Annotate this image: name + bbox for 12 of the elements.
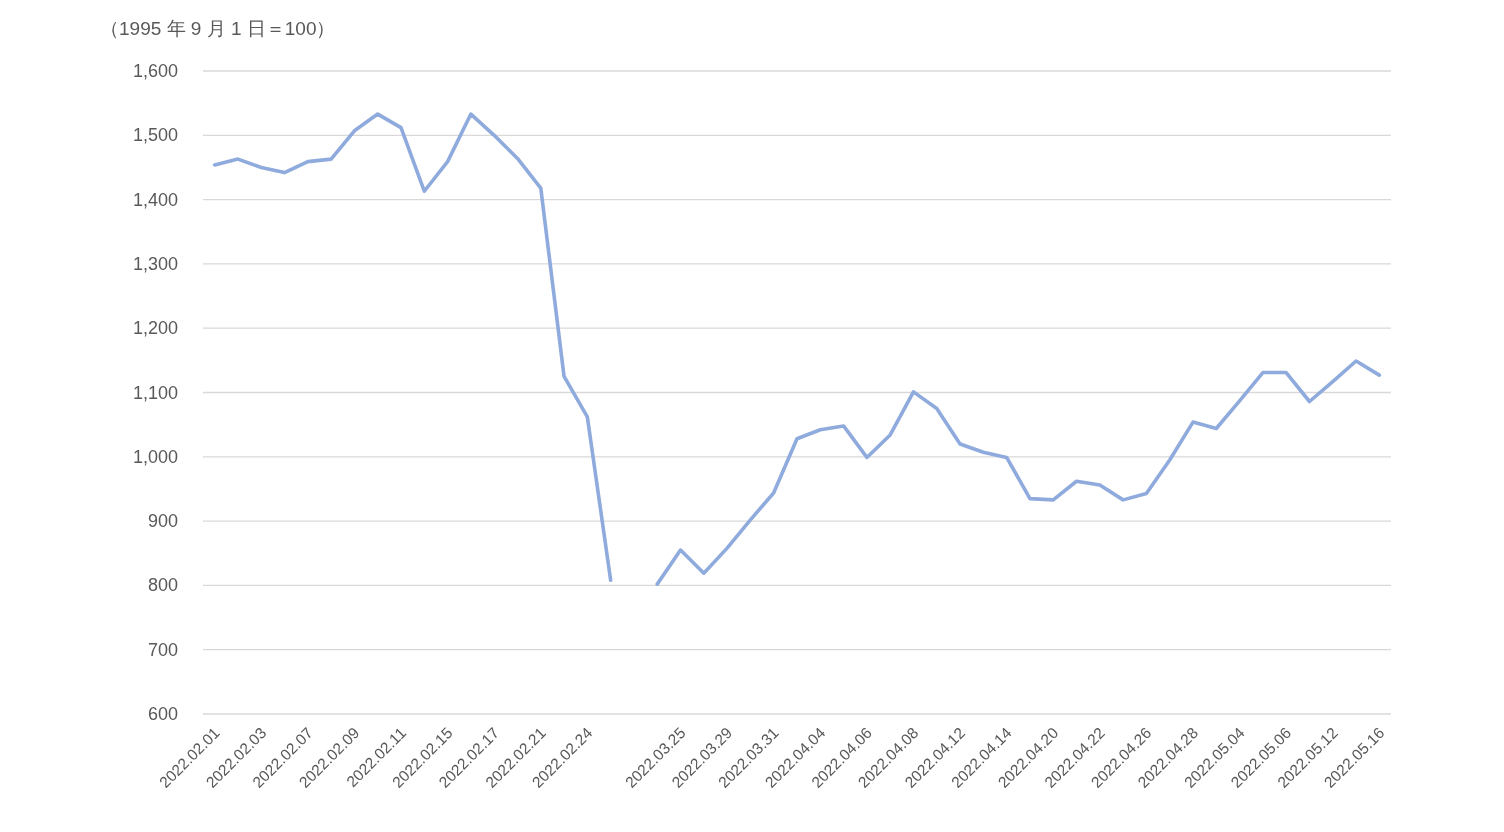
y-tick-label: 1,400 — [132, 189, 178, 210]
y-axis-title: （1995 年 9 月 1 日＝100） — [100, 18, 336, 39]
y-tick-label: 1,200 — [132, 318, 178, 339]
y-tick-label: 1,600 — [132, 61, 178, 81]
y-tick-label: 1,100 — [132, 382, 178, 403]
y-tick-label: 600 — [147, 704, 178, 724]
y-tick-label: 1,500 — [132, 125, 178, 146]
y-tick-label: 1,000 — [132, 446, 178, 467]
y-tick-label: 800 — [147, 575, 178, 596]
y-tick-label: 900 — [147, 511, 178, 532]
y-tick-label: 1,300 — [132, 253, 178, 274]
y-tick-label: 700 — [147, 639, 178, 660]
